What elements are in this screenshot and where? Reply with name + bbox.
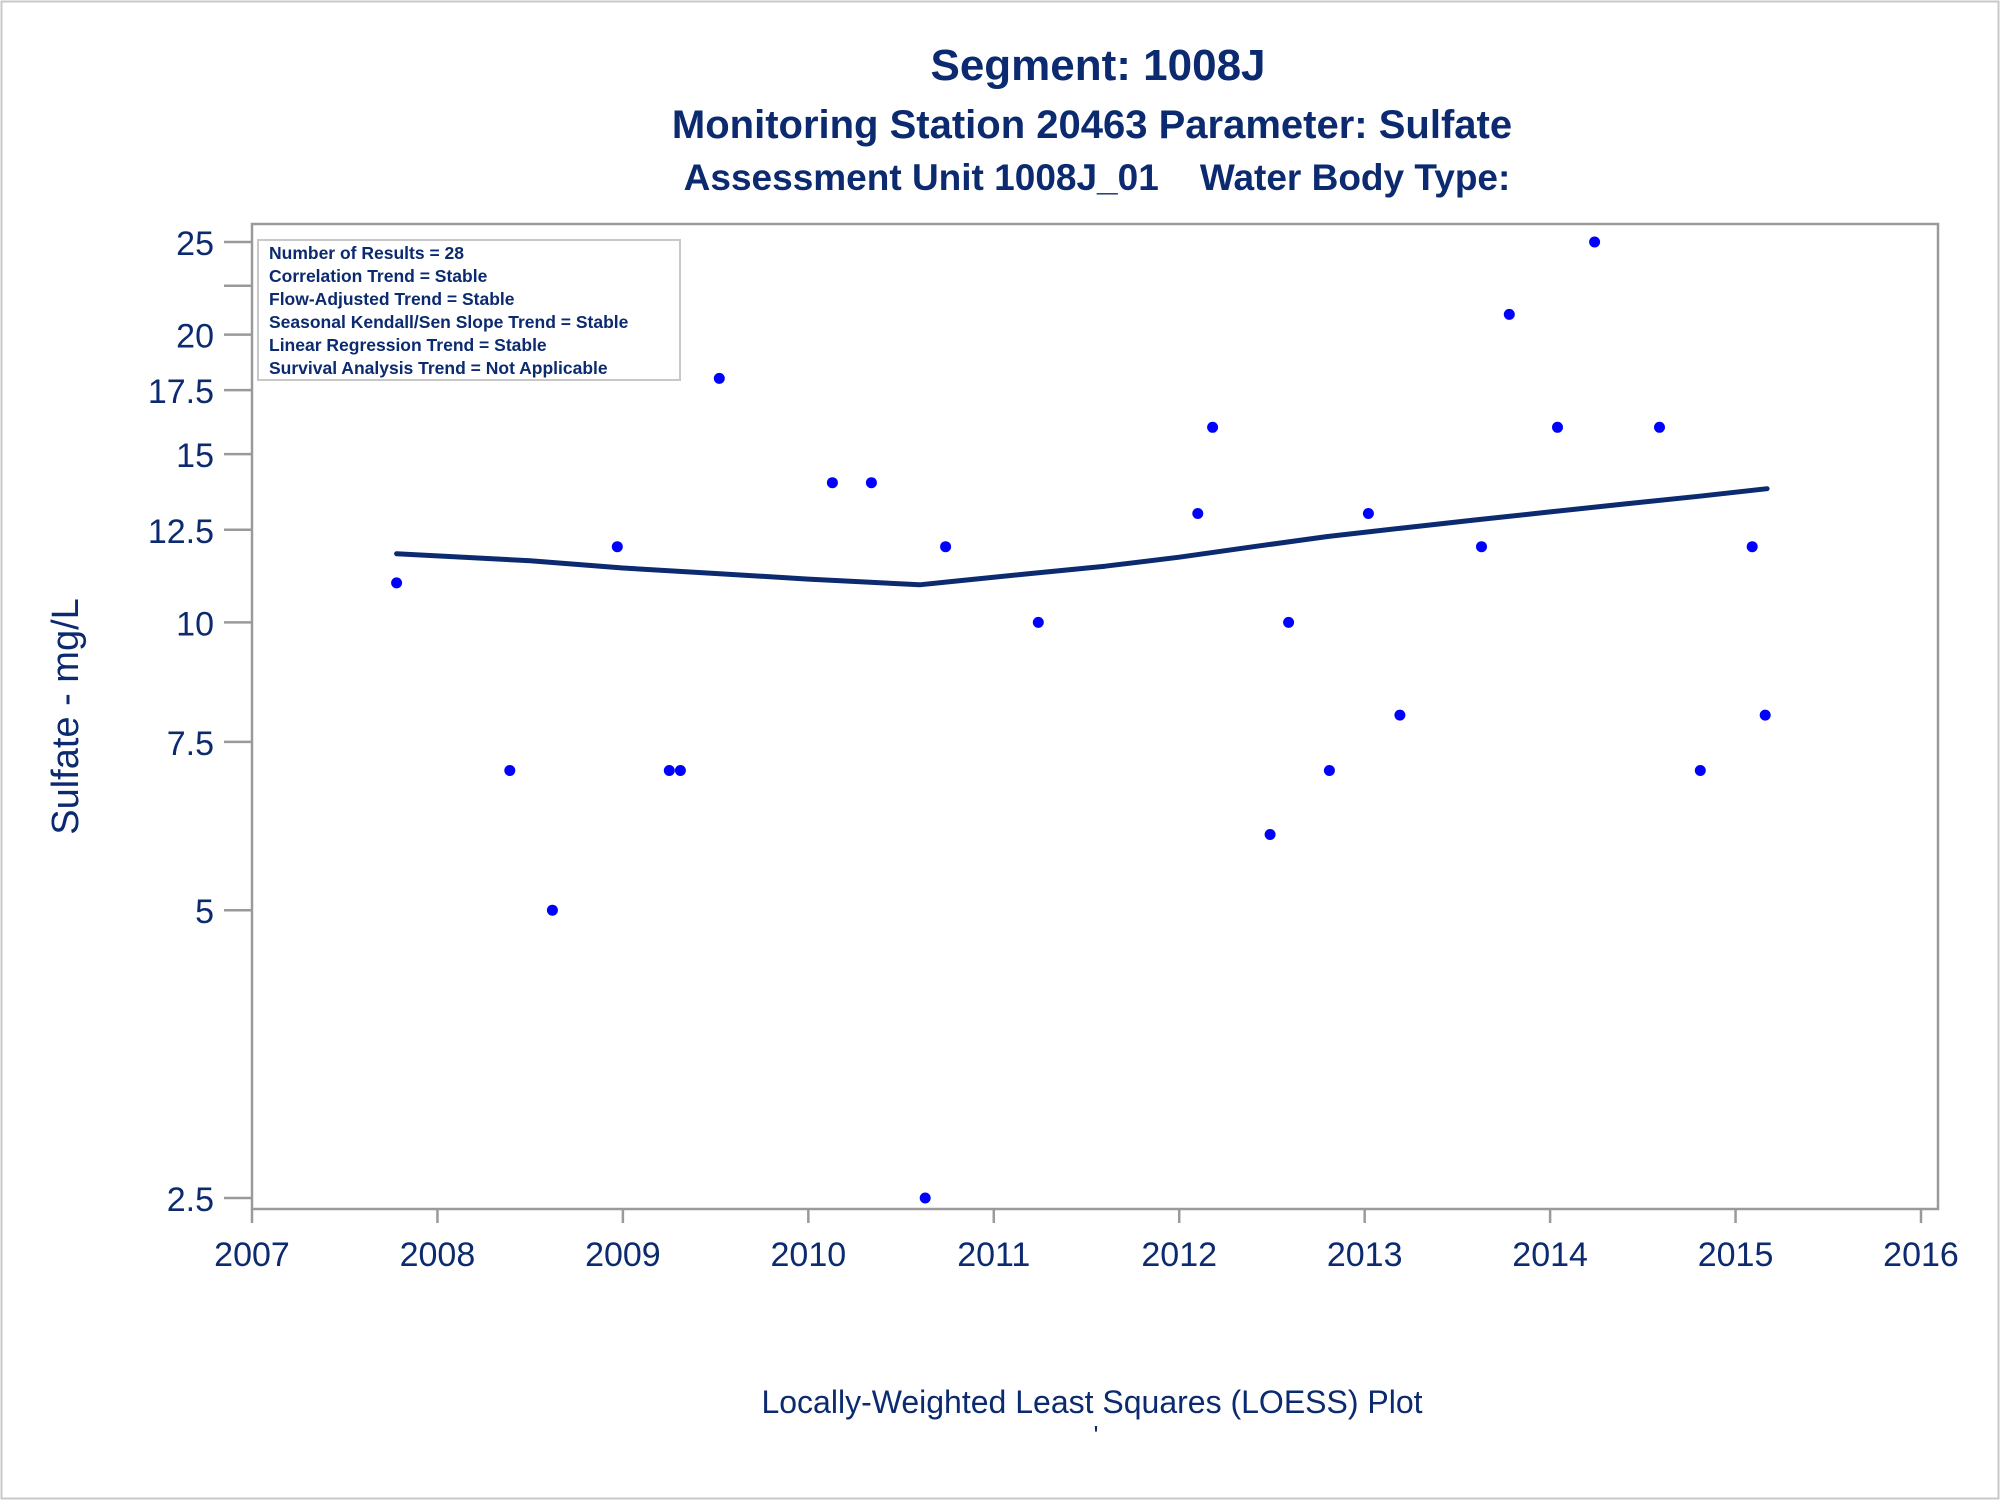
x-tick-label: 2007 <box>214 1236 290 1274</box>
data-point <box>1476 541 1487 553</box>
y-tick-label: 17.5 <box>148 373 214 411</box>
data-point <box>1032 616 1044 628</box>
plot-frame <box>250 222 1940 1211</box>
stats-line: Correlation Trend = Stable <box>269 266 488 286</box>
y-tick-label: 15 <box>176 437 214 475</box>
data-point <box>940 541 952 553</box>
data-point <box>1694 765 1706 776</box>
data-point <box>1589 236 1601 248</box>
data-point <box>865 477 877 489</box>
data-point <box>1503 308 1515 320</box>
data-point <box>1192 508 1204 519</box>
y-tick-label: 20 <box>176 318 214 356</box>
data-point <box>1283 616 1295 628</box>
data-point <box>713 372 725 384</box>
footnote-mark: ' <box>1094 1420 1099 1450</box>
data-point <box>504 765 516 776</box>
x-tick-label: 2014 <box>1512 1236 1588 1274</box>
data-point <box>1264 829 1276 840</box>
x-tick-label: 2013 <box>1327 1236 1403 1274</box>
stats-line: Survival Analysis Trend = Not Applicable <box>269 358 608 378</box>
data-point <box>674 765 686 776</box>
y-tick-label: 25 <box>176 225 214 263</box>
y-tick-label: 5 <box>195 893 214 931</box>
data-point <box>663 765 675 776</box>
y-tick-label: 7.5 <box>167 725 214 763</box>
x-tick-label: 2011 <box>957 1236 1030 1274</box>
data-point <box>1552 421 1563 433</box>
y-tick-label: 12.5 <box>148 513 214 551</box>
x-tick-label: 2008 <box>400 1236 476 1274</box>
x-tick-label: 2009 <box>585 1236 661 1274</box>
data-point <box>919 1192 931 1204</box>
y-axis-label: Sulfate - mg/L <box>45 598 87 835</box>
data-point <box>1759 709 1771 721</box>
chart-title: Segment: 1008J <box>930 41 1265 90</box>
stats-line: Linear Regression Trend = Stable <box>269 335 547 355</box>
stats-line: Seasonal Kendall/Sen Slope Trend = Stabl… <box>269 312 629 332</box>
y-axis: 2.5 5 7.5 10 12.5 15 17.5 20 25 <box>148 225 252 1219</box>
stats-box-frame <box>257 239 681 381</box>
stats-box: Number of Results = 28 Correlation Trend… <box>257 239 681 381</box>
x-tick-label: 2012 <box>1141 1236 1217 1274</box>
y-tick-label: 10 <box>176 605 214 643</box>
loess-layer <box>394 486 1770 588</box>
data-point <box>1362 508 1374 519</box>
x-tick-label: 2010 <box>771 1236 847 1274</box>
data-point <box>391 577 403 589</box>
data-point <box>1323 765 1335 776</box>
data-point <box>1207 421 1219 433</box>
x-tick-label: 2015 <box>1698 1236 1774 1274</box>
loess-line <box>394 486 1770 588</box>
data-point <box>1746 541 1758 553</box>
y-tick-label: 2.5 <box>167 1181 214 1219</box>
x-tick-label: 2016 <box>1883 1236 1959 1274</box>
stats-line: Flow-Adjusted Trend = Stable <box>269 289 515 309</box>
chart-subtitle: Monitoring Station 20463 Parameter: Sulf… <box>672 103 1512 147</box>
data-point <box>1394 709 1406 721</box>
data-point <box>546 904 558 916</box>
x-axis: 2007 2008 2009 2010 2011 2012 2013 2014 2015 2016 <box>214 1209 1959 1274</box>
data-point <box>611 541 623 553</box>
data-point <box>826 477 838 489</box>
chart-subtitle-2: Assessment Unit 1008J_01 Water Body Type… <box>684 157 1511 198</box>
data-point <box>1654 421 1665 433</box>
stats-line: Number of Results = 28 <box>269 243 464 263</box>
footnote: Locally-Weighted Least Squares (LOESS) P… <box>761 1384 1422 1420</box>
